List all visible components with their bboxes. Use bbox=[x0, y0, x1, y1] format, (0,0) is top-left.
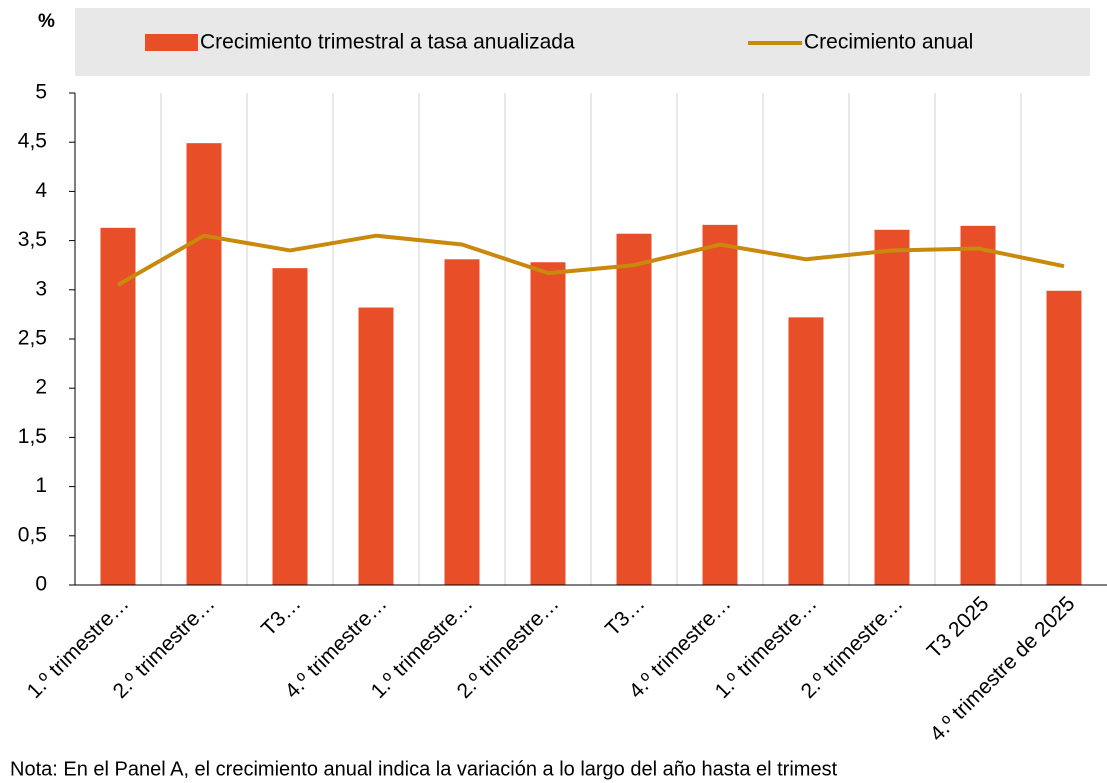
note: Nota: En el Panel A, el crecimiento anua… bbox=[10, 758, 838, 780]
y-tick-label: 2 bbox=[35, 376, 47, 399]
bar bbox=[530, 262, 566, 585]
x-tick-label: T3 2025 bbox=[923, 592, 994, 663]
legend-swatch bbox=[145, 34, 198, 51]
bar bbox=[874, 229, 910, 585]
x-tick-label: T3… bbox=[257, 592, 305, 640]
y-tick-label: 4 bbox=[35, 179, 47, 202]
bar bbox=[788, 317, 824, 585]
bar bbox=[186, 143, 222, 585]
bar bbox=[1046, 290, 1082, 585]
bar bbox=[616, 233, 652, 585]
y-tick-label: 2,5 bbox=[18, 327, 47, 350]
y-tick-label: 1,5 bbox=[18, 425, 47, 448]
y-tick-label: 4,5 bbox=[18, 130, 47, 153]
legend-label: Crecimiento anual bbox=[804, 31, 973, 54]
x-tick-label: 4.º trimestre de 2025 bbox=[926, 592, 1080, 746]
bar bbox=[702, 224, 738, 585]
y-tick-label: 0 bbox=[35, 573, 47, 596]
y-tick-label: 5 bbox=[35, 81, 47, 104]
y-tick-label: 0,5 bbox=[18, 523, 47, 546]
line bbox=[117, 233, 1065, 287]
y-tick-label: 3 bbox=[35, 277, 47, 300]
bar bbox=[358, 307, 394, 585]
bar bbox=[444, 259, 480, 585]
y-tick-label: 1 bbox=[35, 474, 47, 497]
bar bbox=[272, 268, 308, 585]
y-unit: % bbox=[38, 11, 55, 32]
legend-label: Crecimiento trimestral a tasa anualizada bbox=[200, 31, 575, 54]
y-tick-label: 3,5 bbox=[18, 228, 47, 251]
legend-box bbox=[75, 8, 1090, 76]
bar bbox=[960, 225, 996, 585]
x-tick-label: T3… bbox=[601, 592, 649, 640]
bar bbox=[100, 227, 136, 586]
